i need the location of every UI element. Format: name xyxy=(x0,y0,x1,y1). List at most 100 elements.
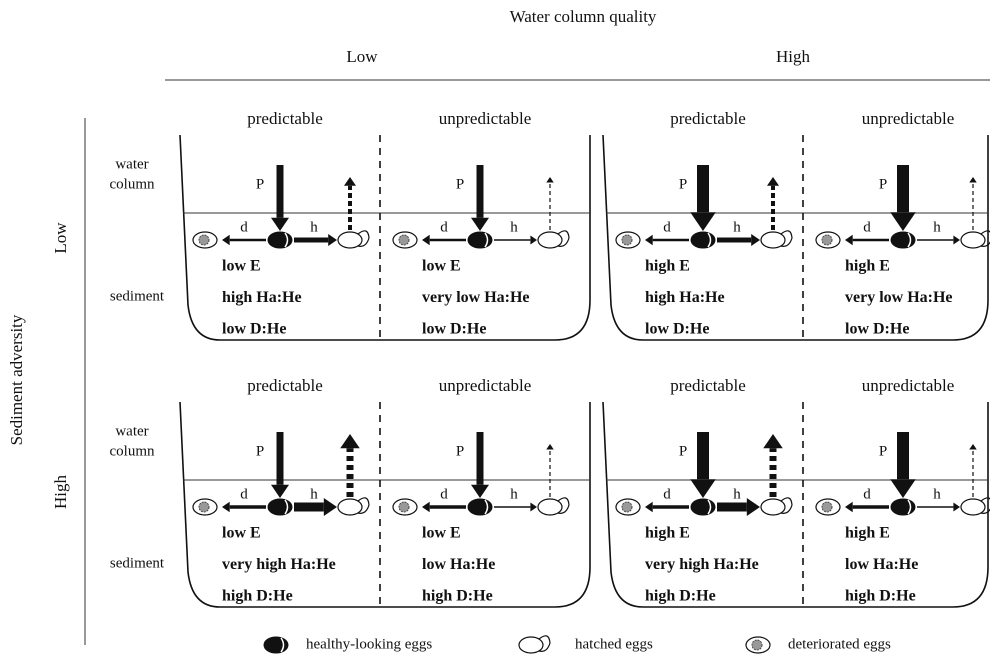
section-line: very high Ha:He xyxy=(222,556,336,573)
column-label: High xyxy=(776,47,811,66)
arrow-head xyxy=(746,498,760,516)
section-line: low D:He xyxy=(645,321,709,338)
water-label: water xyxy=(115,156,148,172)
egg-shell xyxy=(780,497,793,514)
p-label: P xyxy=(456,443,464,459)
row-label: Low xyxy=(51,222,70,254)
arrow-head xyxy=(546,177,554,183)
arrow-head xyxy=(953,502,960,512)
egg-shell xyxy=(357,230,370,247)
healthy-egg xyxy=(267,231,293,249)
egg-detail xyxy=(751,639,763,651)
hatched-egg xyxy=(760,498,786,516)
hatched-egg xyxy=(518,636,544,654)
healthy-egg xyxy=(890,498,916,516)
hatched-egg xyxy=(960,498,986,516)
section-heading: predictable xyxy=(670,376,746,395)
arrow-head xyxy=(969,177,977,183)
section-line: low D:He xyxy=(422,321,486,338)
section-line: high D:He xyxy=(422,588,493,605)
egg-shell xyxy=(557,230,570,247)
section-line: high D:He xyxy=(845,588,916,605)
section-line: low E xyxy=(422,525,461,542)
arrow-head xyxy=(340,434,360,449)
section-line: high D:He xyxy=(645,588,716,605)
section-line: low Ha:He xyxy=(845,556,918,573)
healthy-egg xyxy=(690,231,716,249)
p-label: P xyxy=(256,176,264,192)
arrow-head xyxy=(767,177,779,186)
arrow-head xyxy=(422,234,430,246)
p-label: P xyxy=(256,443,264,459)
egg-detail xyxy=(621,501,633,513)
egg-detail xyxy=(398,234,410,246)
panel-bowl xyxy=(602,401,989,608)
d-label: d xyxy=(863,486,871,502)
p-label: P xyxy=(679,443,687,459)
legend-label: deteriorated eggs xyxy=(788,636,891,652)
egg-shell xyxy=(357,497,370,514)
h-label: h xyxy=(310,219,318,235)
healthy-egg xyxy=(267,498,293,516)
column-axis-title: Water column quality xyxy=(510,7,657,26)
arrow-head xyxy=(471,484,489,498)
row-axis-title: Sediment adversity xyxy=(7,314,26,445)
healthy-egg xyxy=(690,498,716,516)
egg-detail xyxy=(284,232,289,248)
hatched-egg xyxy=(337,498,363,516)
section-heading: predictable xyxy=(670,109,746,128)
section-line: high Ha:He xyxy=(222,289,302,306)
section-line: high Ha:He xyxy=(645,289,725,306)
egg-detail xyxy=(707,499,712,515)
section-heading: unpredictable xyxy=(862,109,955,128)
hatched-egg xyxy=(537,498,563,516)
egg-detail xyxy=(198,501,210,513)
egg-detail xyxy=(707,232,712,248)
egg-detail xyxy=(821,501,833,513)
arrow-head xyxy=(323,498,337,516)
section-line: low E xyxy=(422,258,461,275)
healthy-egg xyxy=(890,231,916,249)
water-label: column xyxy=(110,443,155,459)
section-line: low D:He xyxy=(222,321,286,338)
section-line: high E xyxy=(845,258,890,275)
egg-detail xyxy=(198,234,210,246)
section-line: high E xyxy=(845,525,890,542)
egg-detail xyxy=(484,499,489,515)
egg-detail xyxy=(821,234,833,246)
egg-shell xyxy=(557,497,570,514)
arrow-head xyxy=(471,217,489,231)
arrow-head xyxy=(546,444,554,450)
egg-detail xyxy=(280,637,285,653)
egg-shell xyxy=(780,230,793,247)
arrow-head xyxy=(845,501,853,513)
egg-shell xyxy=(980,497,990,514)
healthy-egg xyxy=(467,498,493,516)
h-label: h xyxy=(510,219,518,235)
arrow-head xyxy=(222,234,230,246)
panel-bowl xyxy=(602,134,989,341)
section-line: low E xyxy=(222,258,261,275)
water-label: column xyxy=(110,176,155,192)
egg-detail xyxy=(398,501,410,513)
arrow-head xyxy=(953,235,960,245)
egg-detail xyxy=(284,499,289,515)
arrow-head xyxy=(690,479,716,498)
d-label: d xyxy=(440,219,448,235)
section-line: high D:He xyxy=(222,588,293,605)
panel-bowl xyxy=(179,401,591,608)
legend-label: healthy-looking eggs xyxy=(306,636,432,652)
column-label: Low xyxy=(346,47,378,66)
section-heading: predictable xyxy=(247,376,323,395)
hatched-egg xyxy=(760,231,786,249)
arrow-head xyxy=(690,212,716,231)
section-line: low E xyxy=(222,525,261,542)
sediment-label: sediment xyxy=(110,288,165,304)
arrow-head xyxy=(890,479,916,498)
arrow-head xyxy=(845,234,853,246)
arrow-head xyxy=(645,501,653,513)
hatched-egg xyxy=(960,231,986,249)
sediment-label: sediment xyxy=(110,555,165,571)
section-heading: unpredictable xyxy=(439,376,532,395)
h-label: h xyxy=(933,486,941,502)
